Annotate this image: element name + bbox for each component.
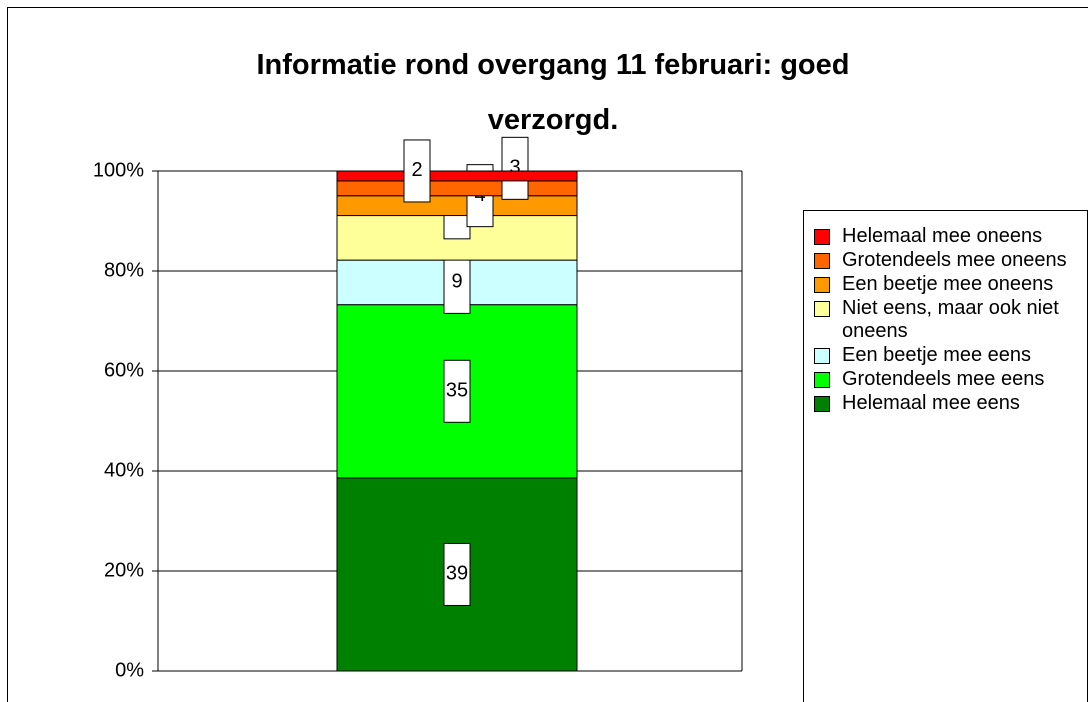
bar-segment — [336, 180, 578, 197]
y-tick-label: 100% — [93, 159, 144, 181]
label-box — [443, 359, 471, 423]
legend-swatch — [814, 253, 830, 269]
legend-item: Een beetje mee oneens — [814, 273, 1072, 296]
legend-swatch — [814, 229, 830, 245]
legend-swatch — [814, 348, 830, 364]
data-label: 9 — [451, 271, 462, 293]
legend-swatch — [814, 277, 830, 293]
legend-label: Een beetje mee eens — [842, 344, 1032, 366]
label-box — [501, 136, 529, 200]
data-label: 3 — [509, 157, 520, 179]
legend-label: Grotendeels mee eens — [842, 368, 1045, 390]
legend-item: Helemaal mee oneens — [814, 225, 1072, 248]
label-box — [403, 139, 431, 203]
legend-item: Helemaal mee eens — [814, 392, 1072, 415]
legend-label: Helemaal mee eens — [842, 392, 1020, 414]
legend-swatch — [814, 301, 830, 317]
legend-swatch — [814, 396, 830, 412]
bar-segment — [336, 195, 578, 217]
label-box — [443, 542, 471, 606]
y-tick-label: 20% — [104, 559, 144, 581]
y-tick-label: 60% — [104, 359, 144, 381]
legend-label: Helemaal mee oneens — [842, 225, 1043, 247]
chart-title: Informatie rond overgang 11 februari: go… — [256, 49, 850, 136]
frame — [7, 7, 1088, 702]
legend-item: Grotendeels mee eens — [814, 368, 1072, 391]
legend-swatch — [814, 372, 830, 388]
legend: Helemaal mee oneens Grotendeels mee oneen… — [803, 210, 1088, 702]
y-tick-label: 40% — [104, 459, 144, 481]
legend-item: Grotendeels mee oneens — [814, 249, 1072, 272]
y-tick-label: 80% — [104, 259, 144, 281]
data-label: 39 — [446, 563, 468, 585]
label-box — [443, 250, 471, 314]
data-label: 2 — [411, 159, 422, 181]
legend-label: Grotendeels mee oneens — [842, 249, 1067, 271]
data-label: 35 — [446, 380, 468, 402]
legend-item: Een beetje mee eens — [814, 344, 1072, 367]
legend-label: Niet eens, maar ook niet oneens — [842, 297, 1059, 342]
legend-item: Niet eens, maar ook niet oneens — [814, 297, 1072, 343]
legend-label: Een beetje mee oneens — [842, 273, 1054, 295]
bar-segment — [336, 170, 578, 182]
y-tick-label: 0% — [115, 659, 144, 681]
